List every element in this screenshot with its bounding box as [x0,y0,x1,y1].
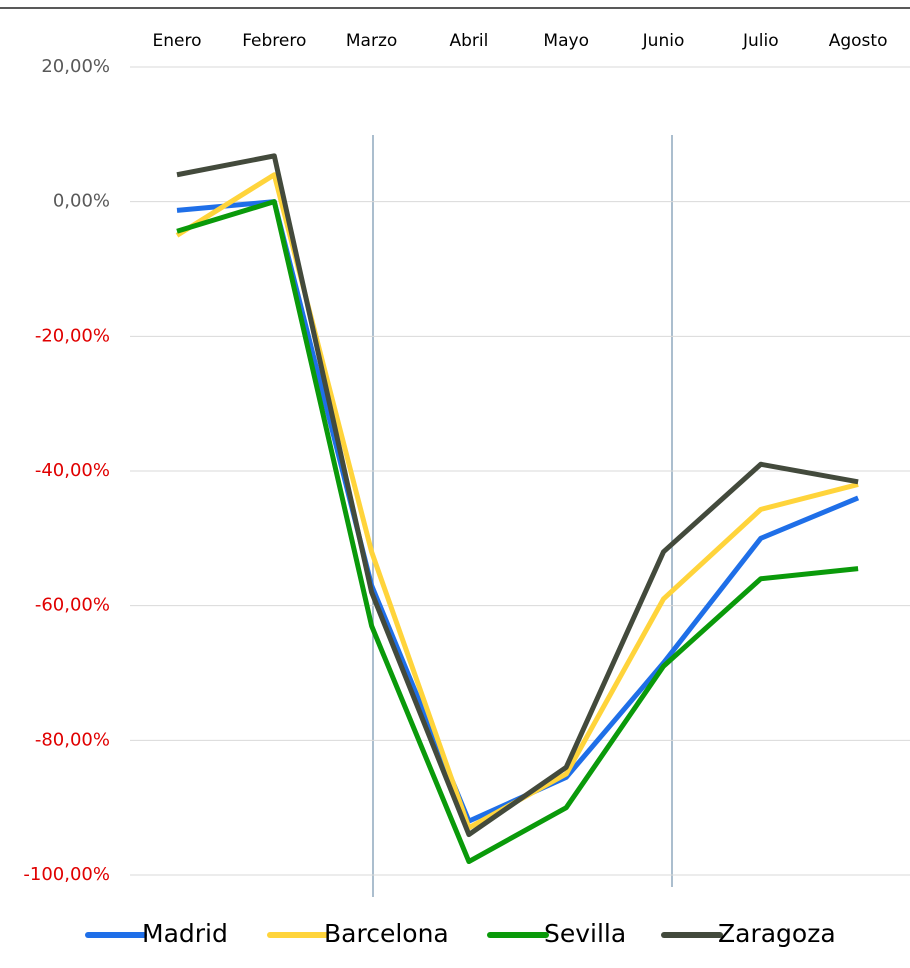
x-tick-label: Mayo [543,31,589,51]
x-tick-label: Febrero [242,31,306,51]
x-tick-label: Marzo [346,31,397,51]
y-tick-label: 20,00% [41,56,110,77]
legend-label: Sevilla [544,919,626,948]
y-tick-label: -20,00% [35,325,110,346]
series-line [176,153,859,838]
legend-label: Madrid [142,919,228,948]
x-tick-label: Julio [742,31,779,51]
x-tick-label: Abril [449,31,488,51]
x-tick-label: Enero [153,31,202,51]
y-tick-label: -100,00% [23,864,110,885]
y-tick-label: 0,00% [53,191,110,212]
y-tick-label: -80,00% [35,729,110,750]
x-tick-label: Agosto [829,31,888,51]
series-line [176,199,859,865]
legend-label: Barcelona [324,919,449,948]
x-tick-label: Junio [642,31,685,51]
y-tick-label: -40,00% [35,460,110,481]
y-tick-label: -60,00% [35,595,110,616]
legend-label: Zaragoza [718,919,836,948]
